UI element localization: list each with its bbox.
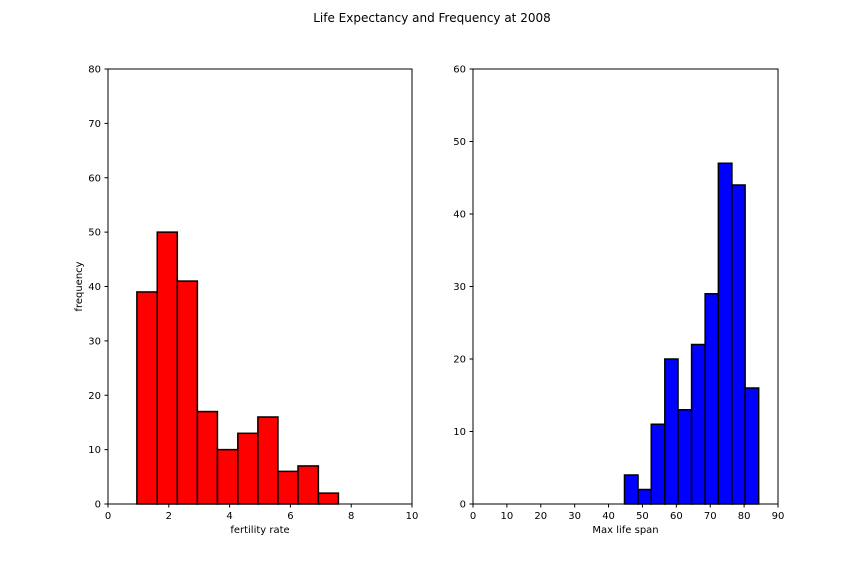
fertility-x-tick-label: 4 — [226, 511, 232, 522]
fertility-y-tick-label: 70 — [88, 119, 101, 130]
lifespan-bar-2 — [637, 488, 653, 505]
lifespan-x-tick-label: 90 — [772, 511, 785, 522]
fertility-bar-8 — [277, 470, 299, 505]
fertility-bar-2 — [156, 231, 179, 505]
fertility-x-tick-label: 2 — [166, 511, 172, 522]
lifespan-histogram-axes: 0 10 20 30 40 50 60 70 80 90 0 10 20 30 40 50 60 Max life… — [453, 65, 784, 537]
lifespan-y-tick-label: 10 — [453, 427, 466, 438]
lifespan-bar-1 — [623, 474, 639, 505]
fertility-x-tick-label: 8 — [348, 511, 354, 522]
lifespan-bar-10 — [744, 387, 760, 505]
fertility-bar-10 — [317, 492, 340, 505]
fertility-y-tick-label: 60 — [88, 173, 101, 184]
fertility-bar-9 — [297, 465, 320, 505]
lifespan-y-tick-label: 60 — [453, 65, 466, 76]
figure-suptitle: Life Expectancy and Frequency at 2008 — [313, 11, 551, 25]
fertility-x-tick-label: 0 — [105, 511, 111, 522]
lifespan-x-tick-label: 10 — [501, 511, 514, 522]
lifespan-y-tick-label: 20 — [453, 355, 466, 366]
lifespan-x-tick-label: 30 — [568, 511, 581, 522]
lifespan-bar-8 — [717, 162, 733, 505]
fertility-y-tick-label: 0 — [95, 500, 101, 511]
lifespan-bar-9 — [731, 184, 746, 505]
lifespan-y-tick-label: 30 — [453, 282, 466, 293]
lifespan-bar-4 — [664, 358, 679, 505]
fertility-y-tick-label: 40 — [88, 282, 101, 293]
fertility-x-tick-label: 10 — [406, 511, 419, 522]
fertility-y-tick-label: 10 — [88, 445, 101, 456]
fertility-bar-7 — [257, 416, 279, 505]
fertility-bar-6 — [237, 432, 259, 505]
fertility-y-tick-label: 30 — [88, 336, 101, 347]
fertility-bar-5 — [216, 448, 239, 505]
fertility-x-tick-label: 6 — [287, 511, 293, 522]
fertility-y-tick-label: 80 — [88, 65, 101, 76]
lifespan-y-tick-label: 40 — [453, 210, 466, 221]
fertility-histogram-axes: 0 2 4 6 8 10 0 10 20 30 40 50 60 70 80 fertility rate fr… — [74, 65, 418, 537]
lifespan-x-tick-label: 70 — [704, 511, 717, 522]
lifespan-x-tick-label: 80 — [738, 511, 751, 522]
fertility-bar-1 — [136, 291, 158, 505]
lifespan-x-tick-label: 0 — [470, 511, 476, 522]
fertility-bar-4 — [196, 410, 219, 505]
lifespan-y-tick-label: 0 — [460, 500, 466, 511]
fertility-x-axis-label: fertility rate — [230, 525, 289, 536]
lifespan-x-tick-label: 50 — [636, 511, 649, 522]
lifespan-x-tick-label: 40 — [602, 511, 615, 522]
lifespan-bar-6 — [690, 343, 706, 505]
fertility-y-axis-label: frequency — [74, 261, 85, 311]
lifespan-bar-3 — [650, 423, 666, 505]
lifespan-x-axis-label: Max life span — [592, 525, 658, 536]
lifespan-y-tick-label: 50 — [453, 137, 466, 148]
lifespan-x-tick-label: 60 — [670, 511, 683, 522]
fertility-y-tick-label: 20 — [88, 391, 101, 402]
lifespan-x-tick-label: 20 — [534, 511, 547, 522]
fertility-y-tick-label: 50 — [88, 228, 101, 239]
lifespan-bar-5 — [677, 409, 693, 505]
fertility-bar-3 — [176, 280, 199, 505]
lifespan-bar-7 — [704, 293, 720, 505]
